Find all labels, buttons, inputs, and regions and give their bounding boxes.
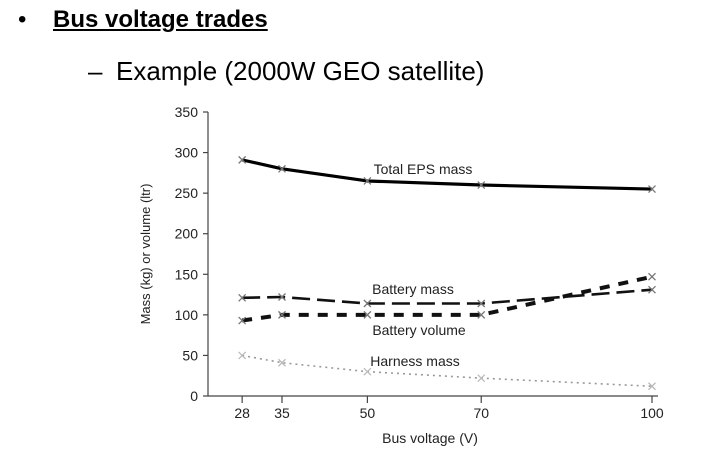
series-labels: Total EPS mass Battery mass Battery volume… (370, 161, 472, 369)
data-point-marker (363, 310, 372, 319)
data-point-marker (648, 272, 656, 281)
data-point-marker (363, 299, 372, 308)
y-tick-label: 350 (175, 104, 199, 120)
x-tick-label: 100 (640, 405, 664, 421)
x-tick-label: 50 (360, 405, 376, 421)
data-point-marker (648, 382, 656, 391)
data-point-marker (238, 316, 247, 325)
y-tick-label: 250 (175, 185, 199, 201)
x-axis-ticks: 28 35 50 70 100 (234, 396, 664, 421)
data-point-marker (278, 293, 286, 301)
y-tick-label: 50 (182, 347, 198, 363)
data-point-marker (648, 185, 656, 194)
x-axis-label: Bus voltage (V) (382, 430, 478, 446)
y-tick-label: 300 (175, 145, 199, 161)
series-label: Total EPS mass (374, 161, 473, 177)
series-line-battery-volume (241, 274, 653, 323)
data-point-marker (363, 177, 372, 185)
data-point-marker (477, 310, 486, 319)
series-label: Battery mass (372, 281, 454, 297)
y-tick-label: 150 (175, 266, 199, 282)
y-tick-label: 100 (175, 307, 199, 323)
data-point-marker (238, 293, 247, 302)
y-axis-label: Mass (kg) or volume (ltr) (138, 184, 153, 325)
data-point-marker (238, 351, 247, 360)
series-label: Harness mass (370, 353, 459, 369)
data-point-marker (477, 374, 486, 383)
sub-bullet-dash: – (88, 56, 103, 86)
slide-heading: Bus voltage trades (53, 6, 268, 33)
data-point-marker (363, 367, 372, 376)
data-point-marker (477, 181, 486, 189)
x-tick-label: 35 (274, 405, 290, 421)
slide-subheading: Example (2000W GEO satellite) (116, 56, 485, 86)
data-point-marker (648, 285, 656, 294)
bullet-icon: • (18, 6, 27, 33)
data-point-marker (278, 310, 286, 319)
data-point-marker (278, 164, 286, 173)
data-point-marker (278, 358, 286, 367)
series-label: Battery volume (372, 322, 466, 338)
y-tick-label: 0 (190, 388, 198, 404)
data-point-marker (238, 155, 247, 164)
series-lines (238, 155, 656, 391)
y-axis-ticks: 0 50 100 150 200 250 300 350 (175, 104, 208, 404)
x-tick-label: 28 (234, 405, 250, 421)
data-point-marker (477, 299, 486, 308)
y-tick-label: 200 (175, 226, 199, 242)
x-tick-label: 70 (473, 405, 489, 421)
